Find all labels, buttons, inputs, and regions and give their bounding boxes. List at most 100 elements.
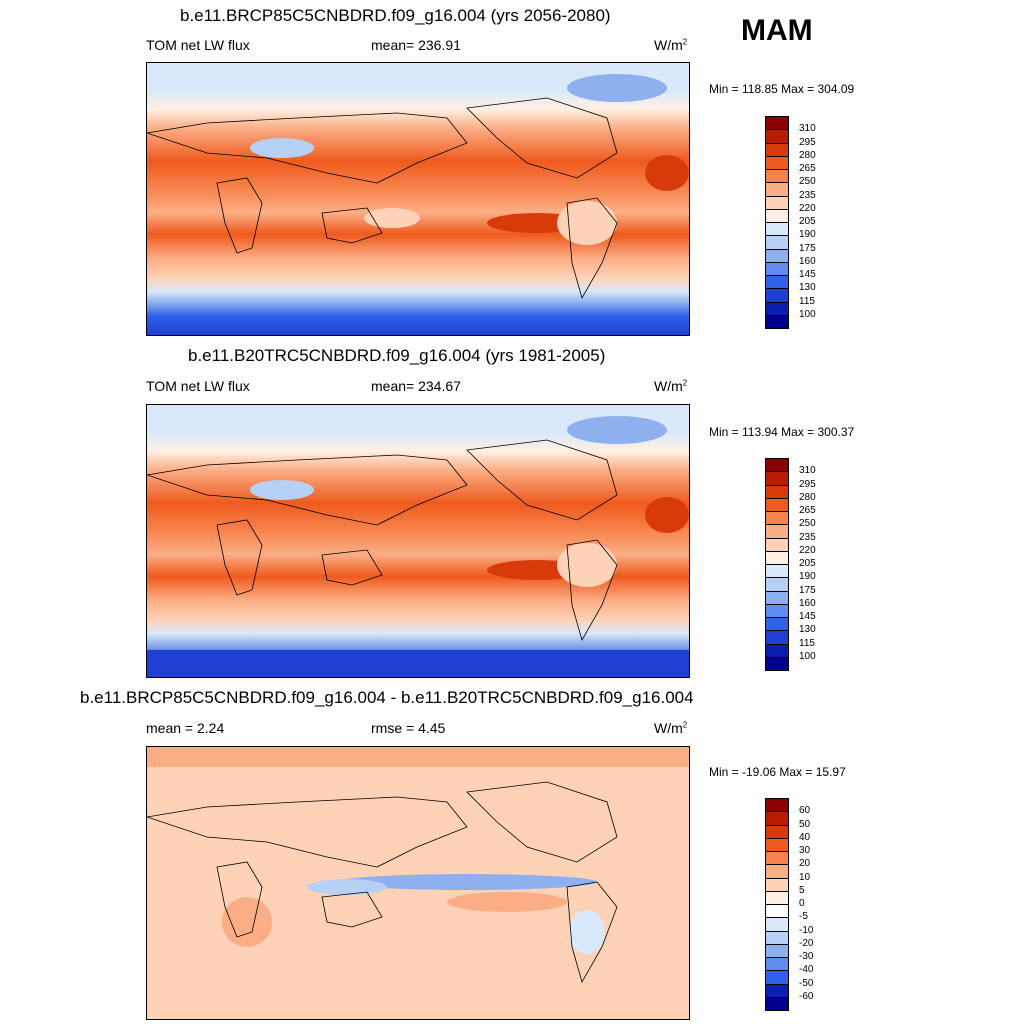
panel-2-colorbar-swatch xyxy=(765,524,789,539)
panel-3-units-main: W/m xyxy=(654,720,683,736)
panel-2-colorbar-swatch xyxy=(765,497,789,512)
panel-2-coastlines xyxy=(147,439,618,642)
panel-1-colorbar-swatch xyxy=(765,235,789,250)
panel-1-colorbar-swatch xyxy=(765,222,789,237)
panel-2-colorbar-swatch xyxy=(765,511,789,526)
panel-1-colorbar-swatch xyxy=(765,129,789,144)
panel-1-colorbar-swatch xyxy=(765,142,789,157)
panel-3-pacific-warm xyxy=(447,892,567,912)
panel-1-colorbar-tick-label: 280 xyxy=(799,149,816,161)
panel-3-colorbar-swatch xyxy=(765,943,789,958)
panel-1-colorbar: 310 295 280 265 250 235 220 205 190 175 160 145 130 1… xyxy=(765,116,816,329)
panel-1-colorbar-swatch xyxy=(765,116,789,131)
panel-1-units-main: W/m xyxy=(654,37,683,53)
panel-3-colorbar-tick-label: 50 xyxy=(799,818,811,830)
panel-1-colorbar-swatch xyxy=(765,288,789,303)
panel-1-coastlines xyxy=(147,97,618,300)
panel-3-title: b.e11.BRCP85C5CNBDRD.f09_g16.004 - b.e11… xyxy=(80,688,694,707)
panel-2-colorbar-tick-label: 220 xyxy=(799,544,816,556)
panel-2-colorbar-swatch xyxy=(765,603,789,618)
panel-2-colorbar-tick-label: 160 xyxy=(799,597,816,609)
panel-1-colorbar-swatch xyxy=(765,275,789,290)
panel-1-colorbar-swatch xyxy=(765,208,789,223)
panel-2-units-exp: 2 xyxy=(682,378,688,388)
panel-2-atlantic-high xyxy=(645,497,689,533)
panel-2-variable-label: TOM net LW flux xyxy=(146,378,250,394)
panel-1-title: b.e11.BRCP85C5CNBDRD.f09_g16.004 (yrs 20… xyxy=(180,6,611,25)
panel-3-colorbar-swatch xyxy=(765,996,789,1011)
panel-2-colorbar-swatch xyxy=(765,564,789,579)
panel-2-colorbar-swatch xyxy=(765,590,789,605)
panel-1-colorbar-tick-label: 160 xyxy=(799,255,816,267)
panel-3-colorbar-swatch xyxy=(765,917,789,932)
panel-2-colorbar-tick-label: 175 xyxy=(799,584,816,596)
panel-3-colorbar-swatch xyxy=(765,904,789,919)
panel-1-colorbar-tick-label: 145 xyxy=(799,269,816,280)
panel-3-colorbar-tick-label: -50 xyxy=(799,977,814,989)
panel-2-units: W/m2 xyxy=(654,378,687,394)
panel-2-colorbar-swatch xyxy=(765,471,789,486)
panel-2-colorbar-swatch xyxy=(765,630,789,645)
panel-1-colorbar-swatch xyxy=(765,169,789,184)
panel-1-minmax: Min = 118.85 Max = 304.09 xyxy=(709,82,855,96)
panel-1-mean-label: mean= 236.91 xyxy=(371,37,461,53)
panel-3-units: W/m2 xyxy=(654,720,687,736)
panel-3-colorbar-swatch xyxy=(765,824,789,839)
panel-2-map xyxy=(146,404,690,678)
panel-2-antarctic xyxy=(147,650,689,677)
panel-3-colorbar: 60 50 40 30 20 10 5 0 -5 -10 -20 -30 -40 -50 -60 xyxy=(765,798,813,1011)
panel-1-units: W/m2 xyxy=(654,37,687,53)
panel-2-colorbar-tick-label: 310 xyxy=(799,465,816,477)
panel-1-colorbar-tick-label: 130 xyxy=(799,282,816,294)
panel-2-greenland-low xyxy=(567,416,667,444)
panel-2-colorbar-tick-label: 295 xyxy=(799,478,816,490)
panel-2-colorbar-tick-label: 250 xyxy=(799,518,816,530)
panel-3-colorbar-tick-label: 0 xyxy=(799,898,805,909)
panel-1-colorbar-tick-label: 220 xyxy=(799,202,816,214)
panel-3-colorbar-swatch xyxy=(765,864,789,879)
panel-3-colorbar-tick-label: -5 xyxy=(799,911,808,923)
panel-3-colorbar-tick-label: -20 xyxy=(799,937,814,949)
panel-2-units-main: W/m xyxy=(654,378,683,394)
panel-1-samerica-low xyxy=(557,201,617,245)
panel-3-indian-cool xyxy=(307,879,387,895)
panel-2-field xyxy=(147,405,689,677)
panel-1-colorbar-swatch xyxy=(765,261,789,276)
panel-3-colorbar-swatch xyxy=(765,811,789,826)
panel-3-colorbar-tick-label: -60 xyxy=(799,990,814,1002)
panel-3-colorbar-tick-label: 10 xyxy=(799,871,811,883)
panel-1-colorbar-tick-label: 295 xyxy=(799,136,816,148)
panel-2-colorbar-tick-label: 235 xyxy=(799,531,816,543)
panel-2-colorbar-tick-label: 100 xyxy=(799,650,816,662)
panel-2-title: b.e11.B20TRC5CNBDRD.f09_g16.004 (yrs 198… xyxy=(188,346,606,365)
season-label: MAM xyxy=(741,14,813,47)
panel-3-mean-label: mean = 2.24 xyxy=(146,720,225,736)
panel-1-colorbar-tick-label: 235 xyxy=(799,189,816,201)
panel-1-field xyxy=(147,63,689,335)
panel-3-colorbar-swatch xyxy=(765,798,789,813)
panel-1-colorbar-tick-label: 190 xyxy=(799,229,816,241)
panel-3-colorbar-swatch xyxy=(765,851,789,866)
panel-3-colorbar-tick-label: 5 xyxy=(799,884,805,896)
panel-3-colorbar-swatch xyxy=(765,970,789,985)
panel-2-tibet-low xyxy=(250,480,314,500)
panel-2-minmax: Min = 113.94 Max = 300.37 xyxy=(709,425,855,439)
panel-2-samerica-low xyxy=(557,543,617,587)
panel-3-units-exp: 2 xyxy=(682,720,688,730)
panel-2-colorbar-swatch xyxy=(765,458,789,473)
panel-2-colorbar-swatch xyxy=(765,550,789,565)
panel-3-colorbar-tick-label: 30 xyxy=(799,845,811,856)
panel-1-colorbar-tick-label: 115 xyxy=(799,295,815,307)
panel-2-colorbar: 310 295 280 265 250 235 220 205 190 175 160 145 130 1… xyxy=(765,458,816,671)
panel-1-colorbar-tick-label: 205 xyxy=(799,216,816,227)
panel-3-equatorial-cool xyxy=(337,874,597,890)
panel-1-tibet-low xyxy=(250,138,314,158)
panel-1-colorbar-tick-label: 265 xyxy=(799,163,816,174)
panel-1-colorbar-swatch xyxy=(765,195,789,210)
panel-3-minmax: Min = -19.06 Max = 15.97 xyxy=(709,765,846,779)
panel-1-colorbar-tick-label: 100 xyxy=(799,308,816,320)
panel-2-mean-label: mean= 234.67 xyxy=(371,378,461,394)
panel-3-colorbar-swatch xyxy=(765,837,789,852)
panel-1-colorbar-swatch xyxy=(765,301,789,316)
panel-2-colorbar-tick-label: 145 xyxy=(799,611,816,622)
